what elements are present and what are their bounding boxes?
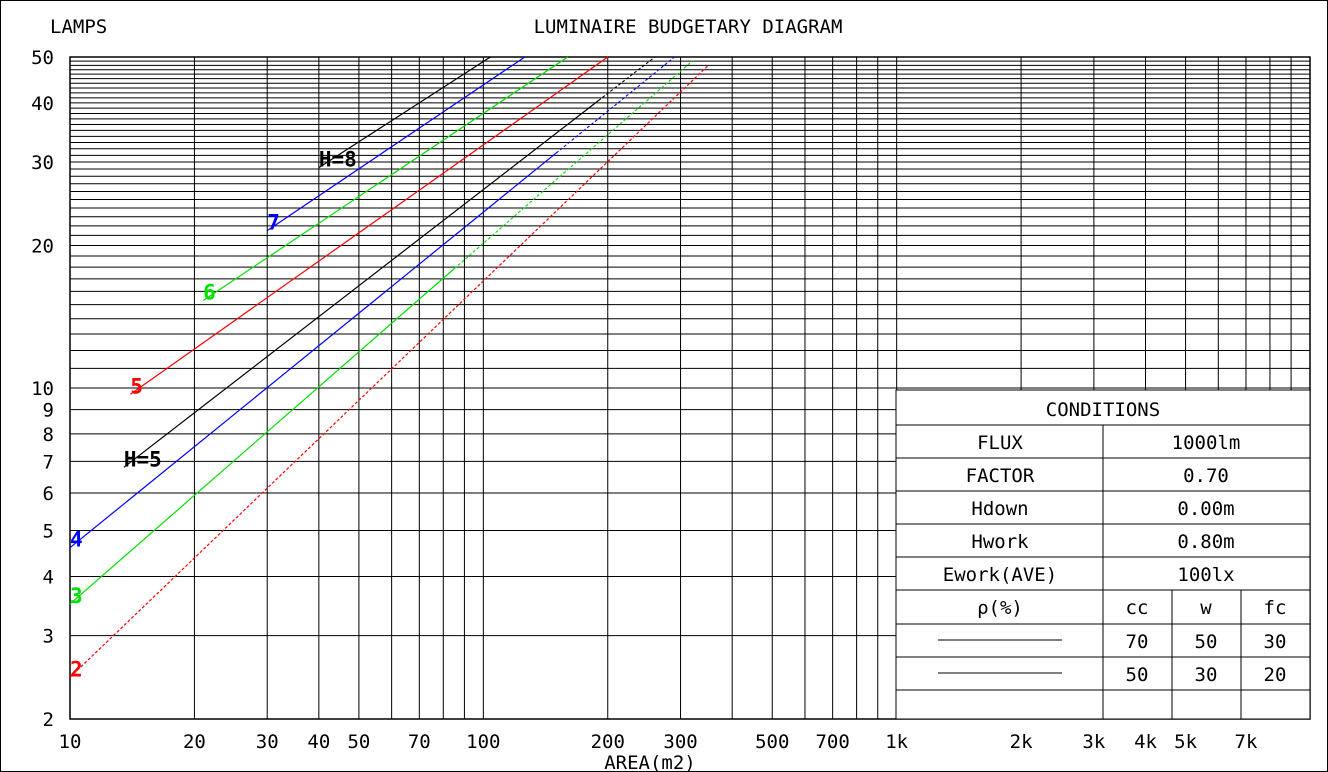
series-line-dashed bbox=[453, 60, 693, 270]
x-tick-label: 50 bbox=[347, 731, 370, 753]
series-label: 5 bbox=[130, 374, 143, 398]
x-tick-label: 300 bbox=[663, 731, 697, 753]
series-line-dashed bbox=[555, 56, 675, 154]
y-tick-label: 9 bbox=[43, 400, 54, 422]
x-tick-label: 70 bbox=[408, 731, 431, 753]
x-tick-label: 2k bbox=[1010, 731, 1033, 753]
series-label: 6 bbox=[203, 281, 216, 305]
series-labels: 2 3 4 H=5 5 6 7 H=8 bbox=[70, 148, 357, 682]
series-label: 2 bbox=[70, 657, 83, 681]
condition-label-hwork: Hwork bbox=[971, 531, 1029, 553]
chart-title: LUMINAIRE BUDGETARY DIAGRAM bbox=[534, 16, 843, 38]
x-tick-label: 500 bbox=[755, 731, 789, 753]
y-tick-label: 40 bbox=[31, 93, 54, 115]
x-tick-label: 1k bbox=[885, 731, 908, 753]
x-tick-label: 200 bbox=[591, 731, 625, 753]
condition-label-flux: FLUX bbox=[977, 432, 1023, 454]
condition-label-hdown: Hdown bbox=[971, 498, 1028, 520]
x-gridlines bbox=[69, 57, 1311, 719]
reflectance-row2-w: 30 bbox=[1195, 664, 1218, 686]
y-tick-label: 6 bbox=[43, 483, 54, 505]
reflectance-row2-cc: 50 bbox=[1126, 664, 1149, 686]
x-tick-label: 100 bbox=[466, 731, 500, 753]
condition-value-hwork: 0.80m bbox=[1177, 531, 1234, 553]
condition-value-ework: 100lx bbox=[1177, 564, 1234, 586]
series-line bbox=[130, 56, 609, 395]
series-line bbox=[123, 100, 599, 468]
series-label: 4 bbox=[70, 528, 83, 552]
condition-value-hdown: 0.00m bbox=[1177, 498, 1234, 520]
x-tick-label: 10 bbox=[59, 731, 82, 753]
series-line-dashed bbox=[69, 64, 709, 678]
y-tick-label: 50 bbox=[31, 47, 54, 69]
y-tick-label: 8 bbox=[43, 424, 54, 446]
series-line bbox=[202, 56, 569, 302]
y-tick-label: 3 bbox=[43, 626, 54, 648]
x-tick-label: 20 bbox=[183, 731, 206, 753]
y-tick-label: 4 bbox=[43, 566, 54, 588]
x-tick-label: 700 bbox=[815, 731, 849, 753]
y-tick-label: 30 bbox=[31, 152, 54, 174]
series-line bbox=[69, 268, 455, 605]
reflectance-row1-fc: 30 bbox=[1264, 631, 1287, 653]
condition-label-ework: Ework(AVE) bbox=[943, 564, 1057, 586]
reflectance-row2-fc: 20 bbox=[1264, 664, 1287, 686]
x-tick-label: 3k bbox=[1082, 731, 1105, 753]
condition-value-flux: 1000lm bbox=[1172, 432, 1241, 454]
y-tick-label: 20 bbox=[31, 235, 54, 257]
series-line bbox=[266, 56, 526, 232]
x-tick-label: 7k bbox=[1235, 731, 1258, 753]
condition-label-factor: FACTOR bbox=[966, 465, 1035, 487]
y-tick-label: 7 bbox=[43, 451, 54, 473]
x-tick-label: 30 bbox=[256, 731, 279, 753]
condition-value-factor: 0.70 bbox=[1183, 465, 1229, 487]
plot-area bbox=[69, 56, 1311, 720]
series-line bbox=[318, 56, 491, 169]
series-label: H=8 bbox=[319, 148, 357, 172]
series-label: 3 bbox=[70, 584, 83, 608]
reflectance-header-fc: fc bbox=[1264, 597, 1287, 619]
x-tick-label: 5k bbox=[1174, 731, 1197, 753]
y-tick-label: 5 bbox=[43, 521, 54, 543]
reflectance-header-cc: cc bbox=[1126, 597, 1149, 619]
series-line bbox=[69, 152, 557, 549]
x-axis-title: AREA(m2) bbox=[604, 752, 696, 772]
y-tick-label: 2 bbox=[43, 709, 54, 731]
reflectance-header-w: w bbox=[1200, 597, 1212, 619]
series-line-dashed bbox=[598, 56, 656, 101]
reflectance-row1-w: 50 bbox=[1195, 631, 1218, 653]
conditions-table: CONDITIONS FLUX 1000lm FACTOR 0.70 Hdown… bbox=[895, 389, 1311, 720]
y-axis-title: LAMPS bbox=[50, 16, 107, 38]
series-lines bbox=[69, 56, 709, 678]
x-tick-labels: 10 20 30 40 50 70 100 200 300 500 700 1k 2k 3k 4k 5k 7k bbox=[59, 731, 1258, 753]
reflectance-row1-cc: 70 bbox=[1126, 631, 1149, 653]
series-label: 7 bbox=[267, 211, 280, 235]
x-tick-label: 4k bbox=[1134, 731, 1157, 753]
conditions-title: CONDITIONS bbox=[1046, 399, 1160, 421]
reflectance-label: ρ(%) bbox=[977, 597, 1023, 619]
series-label: H=5 bbox=[124, 447, 162, 471]
x-tick-label: 40 bbox=[307, 731, 330, 753]
y-tick-label: 10 bbox=[31, 378, 54, 400]
